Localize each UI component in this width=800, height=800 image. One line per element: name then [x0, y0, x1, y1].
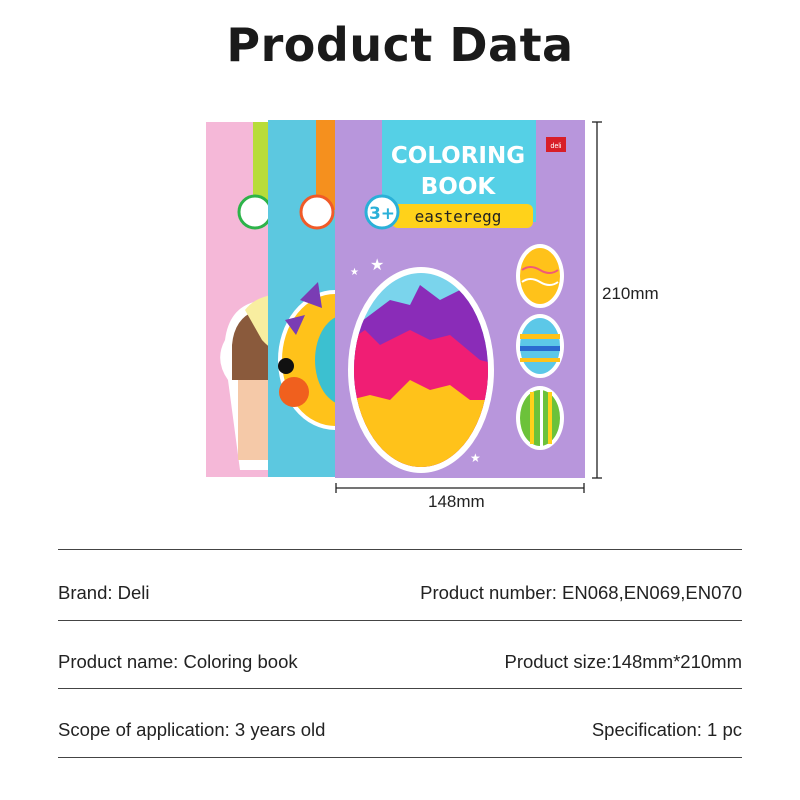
- spec-row: Product name: Coloring book Product size…: [58, 651, 742, 673]
- height-dimension-line: [592, 121, 602, 479]
- cover-subtitle: easteregg: [415, 207, 502, 226]
- spec-product-size: Product size:148mm*210mm: [504, 651, 742, 672]
- svg-text:★: ★: [350, 267, 359, 278]
- page-title: Product Data: [226, 18, 574, 72]
- cover-title-line2: BOOK: [421, 174, 497, 200]
- divider: [58, 688, 742, 689]
- age-badge: 3+: [369, 204, 395, 224]
- width-dimension-line: [335, 483, 585, 493]
- divider: [58, 549, 742, 550]
- spec-specification: Specification: 1 pc: [591, 719, 742, 740]
- spec-scope: Scope of application: 3 years old: [58, 719, 326, 740]
- spec-product-name: Product name: Coloring book: [58, 651, 298, 672]
- spec-row: Brand: Deli Product number: EN068,EN069,…: [58, 582, 742, 604]
- svg-text:★: ★: [370, 257, 384, 274]
- spec-row: Scope of application: 3 years old Specif…: [58, 719, 742, 741]
- height-label: 210mm: [602, 284, 659, 303]
- spec-product-number: Product number: EN068,EN069,EN070: [420, 582, 742, 603]
- purple-book-cover: COLORING BOOK easteregg 3+ deli ★: [335, 120, 585, 478]
- svg-text:★: ★: [470, 451, 481, 465]
- cover-title-line1: COLORING: [391, 143, 525, 169]
- width-label: 148mm: [428, 492, 485, 511]
- spec-brand: Brand: Deli: [58, 582, 150, 603]
- brand-logo: deli: [551, 143, 562, 150]
- divider: [58, 620, 742, 621]
- divider: [58, 757, 742, 758]
